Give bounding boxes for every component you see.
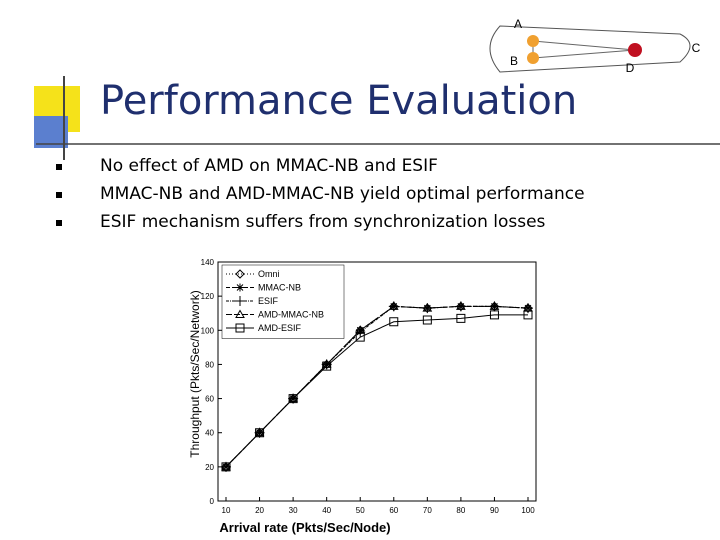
y-tick-label: 0	[210, 497, 215, 506]
data-point	[489, 301, 500, 310]
data-point	[422, 315, 432, 325]
legend-label: ESIF	[258, 296, 279, 306]
series-line	[225, 314, 528, 468]
legend-label: AMD-ESIF	[258, 323, 302, 333]
diagram-node	[628, 43, 642, 57]
data-point	[456, 313, 466, 323]
data-point	[254, 427, 265, 437]
legend-label: AMD-MMAC-NB	[258, 310, 324, 320]
diagram-label: B	[510, 54, 518, 68]
x-tick-label: 80	[456, 506, 465, 515]
data-point	[322, 361, 332, 371]
x-tick-label: 30	[289, 506, 298, 515]
x-tick-label: 20	[255, 506, 264, 515]
deco-square-blue	[34, 116, 68, 148]
data-point	[388, 301, 399, 310]
series-line	[225, 305, 529, 468]
diagram-link	[532, 40, 636, 51]
data-point	[355, 332, 365, 342]
data-point	[221, 461, 231, 471]
legend-label: MMAC-NB	[258, 283, 301, 293]
legend: Omni MMAC-NB ESIF AMD-MMAC-NB AMD-ESIF	[221, 264, 345, 339]
diagram-shape	[489, 25, 691, 73]
data-point	[255, 428, 265, 438]
chart: Arrival rate (Pkts/Sec/Node) Throughput …	[188, 258, 537, 535]
data-point	[456, 301, 466, 310]
y-axis-label: Throughput (Pkts/Sec/Network)	[188, 290, 202, 457]
y-tick-label: 60	[205, 395, 214, 404]
y-tick-label: 100	[201, 326, 215, 335]
diagram-node	[527, 35, 539, 47]
x-tick-label: 90	[490, 506, 499, 515]
diagram-label: D	[626, 61, 635, 75]
marker	[235, 296, 245, 306]
bullet: MMAC-NB and AMD-MMAC-NB yield optimal pe…	[54, 180, 585, 208]
data-point	[489, 310, 499, 320]
diagram-node	[527, 52, 539, 64]
data-point	[288, 394, 298, 404]
x-tick-label: 70	[423, 506, 432, 515]
slide-title: Performance Evaluation	[100, 78, 578, 124]
plot-frame	[217, 261, 537, 502]
legend-label: Omni	[258, 269, 280, 279]
diagram-label: A	[514, 17, 522, 31]
y-tick-label: 40	[205, 429, 214, 438]
data-point	[221, 462, 231, 472]
data-point	[523, 310, 533, 320]
marker	[235, 309, 245, 318]
x-tick-label: 40	[322, 506, 331, 515]
marker	[235, 323, 245, 333]
x-tick-label: 60	[389, 506, 398, 515]
x-axis-label: Arrival rate (Pkts/Sec/Node)	[219, 520, 390, 535]
legend-box	[221, 264, 345, 339]
bullet: No effect of AMD on MMAC-NB and ESIF	[54, 152, 585, 180]
y-tick-label: 140	[201, 258, 215, 267]
data-point	[389, 317, 399, 327]
x-tick-label: 50	[356, 506, 365, 515]
x-tick-label: 10	[222, 506, 231, 515]
data-point	[422, 303, 433, 312]
diagram-label: C	[692, 41, 701, 55]
diagram-link	[532, 49, 636, 59]
marker	[235, 269, 245, 279]
bullet: ESIF mechanism suffers from synchronizat…	[54, 208, 585, 236]
bullet-list: No effect of AMD on MMAC-NB and ESIF MMA…	[54, 152, 585, 236]
x-tick-label: 100	[521, 506, 535, 515]
y-tick-label: 20	[205, 463, 214, 472]
marker	[236, 283, 244, 292]
y-tick-label: 120	[201, 292, 215, 301]
y-tick-label: 80	[205, 360, 214, 369]
data-point	[288, 393, 298, 403]
